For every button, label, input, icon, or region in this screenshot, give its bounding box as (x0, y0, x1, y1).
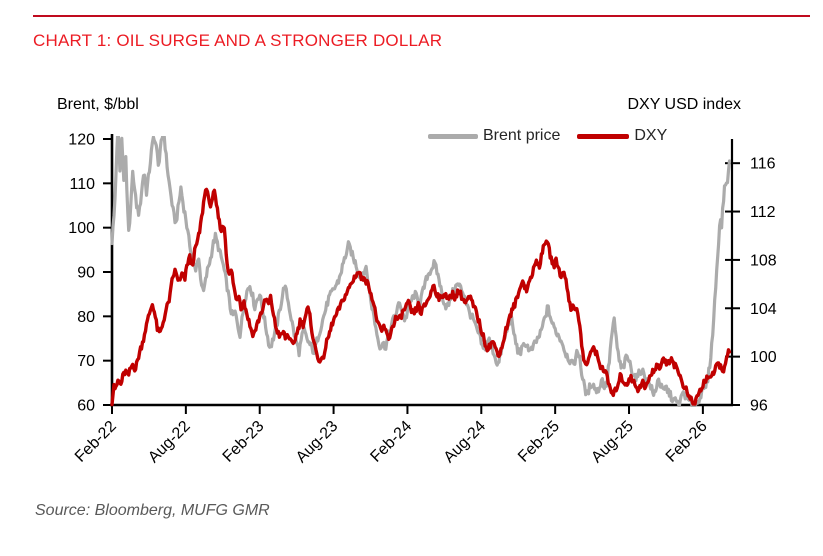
right-tick-label: 96 (750, 398, 768, 415)
chart-legend: Brent price DXY (428, 127, 667, 145)
left-tick-label: 90 (77, 265, 95, 282)
x-tick-label: Feb-22 (72, 418, 120, 466)
left-tick-label: 100 (68, 220, 95, 237)
left-tick-label: 70 (77, 353, 95, 370)
x-tick-label: Feb-25 (515, 418, 563, 466)
left-tick-label: 80 (77, 309, 95, 326)
right-tick-label: 108 (750, 252, 777, 269)
right-axis-unit-label: DXY USD index (627, 96, 741, 113)
left-tick-label: 110 (69, 176, 95, 193)
right-tick-label: 116 (750, 156, 776, 173)
header-rule (33, 15, 810, 17)
right-tick-label: 112 (750, 204, 776, 221)
legend-swatch-brent (428, 133, 478, 139)
left-tick-label: 60 (77, 398, 95, 415)
left-tick-label: 120 (68, 132, 95, 149)
legend-label-brent: Brent price (483, 127, 561, 144)
x-tick-label: Feb-23 (220, 418, 268, 466)
x-tick-label: Feb-24 (367, 418, 415, 466)
page-title: CHART 1: OIL SURGE AND A STRONGER DOLLAR (33, 31, 443, 50)
right-tick-label: 104 (750, 301, 777, 318)
x-tick-label: Feb-26 (663, 418, 711, 466)
series-line-brent-price (110, 136, 732, 407)
legend-swatch-dxy (577, 133, 630, 139)
series-line-dxy (110, 187, 732, 407)
x-tick-label: Aug-24 (441, 418, 490, 467)
source-note: Source: Bloomberg, MUFG GMR (35, 502, 270, 519)
legend-label-dxy: DXY (634, 127, 668, 144)
x-tick-label: Aug-25 (588, 418, 637, 467)
left-axis-unit-label: Brent, $/bbl (57, 96, 139, 113)
right-tick-label: 100 (750, 349, 777, 366)
x-tick-label: Aug-23 (293, 418, 342, 467)
x-tick-label: Aug-22 (145, 418, 194, 467)
